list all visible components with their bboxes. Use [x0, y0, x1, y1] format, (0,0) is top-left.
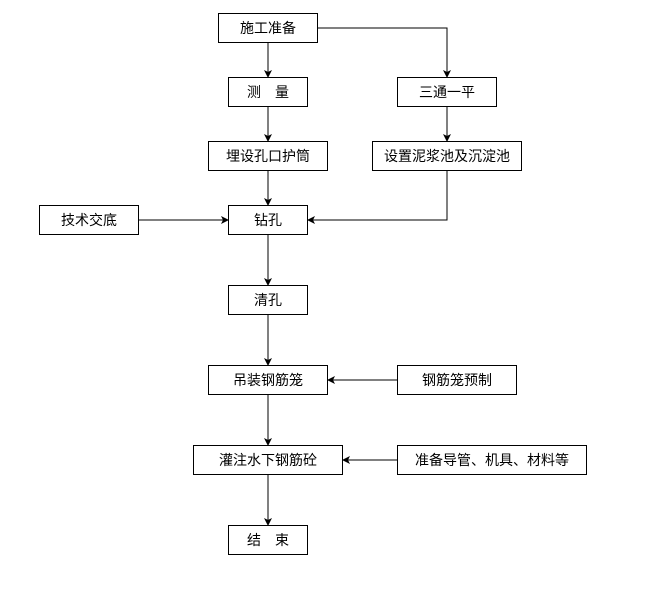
node-end: 结 束 — [228, 525, 308, 555]
node-pour: 灌注水下钢筋砼 — [193, 445, 343, 475]
node-measure: 测 量 — [228, 77, 308, 107]
node-casing: 埋设孔口护筒 — [208, 141, 328, 171]
edge-slurry-to-drill — [308, 171, 447, 220]
node-santong: 三通一平 — [397, 77, 497, 107]
node-drill: 钻孔 — [228, 205, 308, 235]
node-clean: 清孔 — [228, 285, 308, 315]
edge-prep-to-santong — [318, 28, 447, 77]
node-prefab: 钢筋笼预制 — [397, 365, 517, 395]
edges-layer — [0, 0, 669, 600]
node-tech: 技术交底 — [39, 205, 139, 235]
node-install: 吊装钢筋笼 — [208, 365, 328, 395]
node-prep: 施工准备 — [218, 13, 318, 43]
node-materials: 准备导管、机具、材料等 — [397, 445, 587, 475]
node-slurry: 设置泥浆池及沉淀池 — [372, 141, 522, 171]
